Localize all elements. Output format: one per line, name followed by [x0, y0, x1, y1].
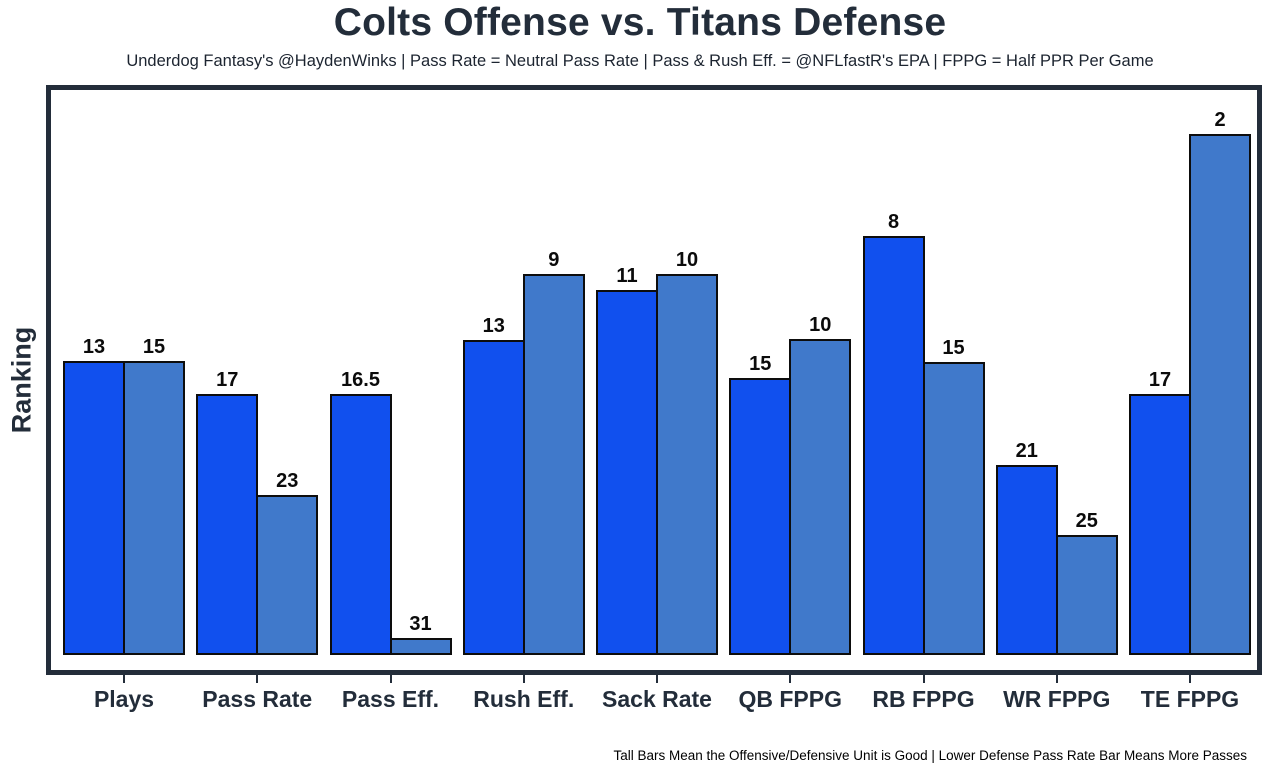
- offense-bar-value: 11: [616, 265, 638, 287]
- defense-bar: [256, 495, 319, 655]
- x-axis-label-plays: Plays: [93, 686, 155, 712]
- x-axis-tick: [789, 675, 792, 683]
- defense-bar: [389, 638, 452, 655]
- defense-bar: [123, 361, 185, 655]
- offense-bar: [196, 394, 259, 655]
- bar-group-qb-fppg: 15 10: [729, 90, 852, 670]
- offense-bar-value: 17: [216, 369, 239, 391]
- defense-bar-value: 10: [809, 314, 832, 336]
- chart-subtitle: Underdog Fantasy's @HaydenWinks | Pass R…: [126, 52, 1154, 70]
- defense-bar-value: 23: [276, 470, 299, 492]
- footnote: Tall Bars Mean the Offensive/Defensive U…: [613, 748, 1247, 763]
- defense-bar: [522, 274, 585, 655]
- offense-bar: [63, 361, 125, 655]
- defense-bar: [1189, 134, 1251, 655]
- bar-group-te-fppg: 17 2: [1129, 90, 1251, 670]
- x-axis-label-rush-eff: Rush Eff.: [473, 686, 575, 712]
- x-axis-label-wr-fppg: WR FPPG: [1003, 686, 1111, 712]
- bar-group-rush-eff: 13 9: [462, 90, 585, 670]
- defense-bar: [922, 362, 985, 655]
- x-axis-tick: [256, 675, 259, 683]
- defense-bar-value: 2: [1214, 109, 1226, 131]
- x-axis-tick: [1189, 675, 1191, 683]
- offense-bar-value: 13: [482, 315, 505, 337]
- x-axis-label-rb-fppg: RB FPPG: [872, 686, 975, 712]
- defense-bar-value: 31: [409, 613, 432, 635]
- x-axis-tick: [123, 675, 125, 683]
- offense-bar: [995, 465, 1058, 655]
- offense-bar-value: 16.5: [341, 369, 380, 391]
- x-axis-tick: [1055, 675, 1058, 683]
- x-axis-label-te-fppg: TE FPPG: [1140, 686, 1240, 712]
- offense-bar: [596, 290, 658, 655]
- x-axis-label-qb-fppg: QB FPPG: [738, 686, 843, 712]
- offense-bar: [1129, 394, 1191, 655]
- defense-bar-value: 10: [675, 249, 699, 271]
- bar-group-rb-fppg: 8 15: [862, 90, 985, 670]
- x-axis-label-sack-rate: Sack Rate: [602, 686, 712, 712]
- defense-bar-value: 15: [942, 337, 965, 359]
- offense-bar: [862, 236, 925, 655]
- x-axis-tick: [389, 675, 392, 683]
- x-axis-tick: [522, 675, 525, 683]
- bar-group-sack-rate: 11 10: [596, 90, 718, 670]
- bar-group-plays: 13 15: [63, 90, 185, 670]
- offense-bar: [329, 394, 392, 655]
- bar-group-wr-fppg: 21 25: [995, 90, 1118, 670]
- plot-area: 13 15 17 23 16.5 31 13 9 11 10 15 10 8 15 21 25 17 2: [46, 85, 1262, 675]
- offense-bar-value: 21: [1015, 440, 1038, 462]
- x-axis-tick: [656, 675, 658, 683]
- defense-bar-value: 25: [1075, 510, 1098, 532]
- offense-bar-value: 13: [82, 336, 106, 358]
- defense-bar-value: 15: [142, 336, 166, 358]
- defense-bar: [1055, 535, 1118, 655]
- y-axis-label: Ranking: [6, 326, 37, 434]
- x-axis-tick: [922, 675, 925, 683]
- x-axis-label-pass-rate: Pass Rate: [202, 686, 313, 712]
- offense-bar-value: 17: [1148, 369, 1172, 391]
- offense-bar-value: 8: [887, 211, 900, 233]
- defense-bar-value: 9: [548, 249, 560, 271]
- chart-title: Colts Offense vs. Titans Defense: [333, 1, 947, 44]
- bar-group-pass-rate: 17 23: [196, 90, 319, 670]
- defense-bar: [789, 339, 852, 655]
- defense-bar: [656, 274, 718, 655]
- bar-group-pass-eff: 16.5 31: [329, 90, 452, 670]
- offense-bar: [729, 378, 792, 655]
- offense-bar-value: 15: [749, 353, 772, 375]
- x-axis-label-pass-eff: Pass Eff.: [341, 686, 440, 712]
- offense-bar: [462, 340, 525, 655]
